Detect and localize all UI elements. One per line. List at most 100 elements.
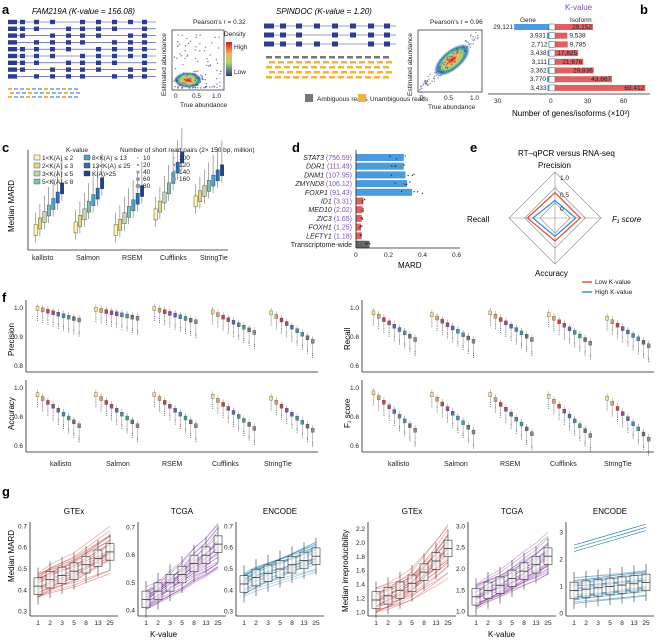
outlier: [447, 421, 448, 423]
panel-g-ytick: 3.0: [456, 523, 465, 530]
box: [504, 407, 508, 412]
box: [51, 404, 55, 409]
scatter-point: [433, 80, 436, 83]
scatter-point: [427, 84, 429, 86]
exon: [20, 67, 25, 72]
outlier: [291, 336, 293, 338]
mard-point: [391, 165, 393, 167]
outlier: [563, 338, 565, 340]
panel-g-xtick: 13: [532, 620, 540, 627]
panel-g-xtick: 13: [202, 620, 210, 627]
outlier: [52, 415, 54, 417]
outlier: [606, 405, 608, 407]
exon: [34, 60, 39, 65]
mard-bar: [356, 180, 408, 188]
outlier: [68, 428, 70, 430]
box: [305, 335, 310, 340]
exon: [66, 47, 71, 52]
mard-point: [403, 164, 405, 166]
panel-g-xtick: 8: [522, 620, 526, 627]
outlier: [57, 327, 59, 329]
exon: [34, 19, 39, 25]
gene-label: FOXP1 (91.43): [305, 190, 352, 197]
exon: [350, 23, 356, 29]
mard-point: [360, 235, 362, 237]
outlier: [378, 324, 380, 326]
scatter-point: [440, 70, 442, 73]
outlier: [548, 405, 550, 407]
outlier: [105, 412, 107, 414]
outlier: [414, 441, 416, 443]
panel-g-ytick: 0.3: [18, 609, 27, 616]
exon: [368, 32, 374, 38]
scatter-right-annotation: Pearson's r = 0.96: [430, 19, 483, 26]
box: [153, 208, 158, 221]
legend-swatch-unambiguous: [358, 94, 366, 102]
read-mark: [275, 76, 281, 79]
outlier: [291, 427, 293, 429]
outlier: [515, 343, 517, 345]
outlier: [457, 345, 459, 347]
outlier: [174, 419, 176, 421]
read-mark: [311, 66, 317, 69]
box: [163, 309, 167, 314]
box: [408, 423, 412, 428]
outlier: [222, 412, 224, 414]
mard-point: [407, 174, 409, 177]
box: [178, 411, 182, 417]
outlier: [393, 421, 395, 423]
outlier: [526, 443, 528, 445]
isoform-value-label: 21,676: [562, 59, 582, 66]
outlier: [126, 330, 128, 332]
exon: [350, 32, 356, 38]
outlier: [569, 342, 570, 344]
outlier: [195, 439, 197, 441]
outlier: [378, 407, 380, 409]
mard-point: [413, 190, 415, 193]
scatter-right-ylabel: Estimated abundance: [407, 33, 414, 96]
outlier: [222, 325, 224, 327]
outlier: [414, 351, 416, 353]
exon: [264, 32, 274, 38]
box: [202, 185, 207, 197]
mard-point: [400, 190, 403, 193]
outlier: [179, 328, 181, 330]
scatter-point: [477, 36, 479, 39]
scatter-point: [174, 79, 177, 81]
read-mark: [44, 88, 48, 90]
read-mark: [50, 96, 54, 98]
panel-g-ytick: 1: [559, 583, 563, 590]
scatter-left-xlabel: True abundance: [180, 102, 227, 109]
panel-g-xtick: 25: [544, 620, 552, 627]
exon: [66, 67, 71, 72]
outlier: [185, 330, 186, 332]
box: [274, 314, 278, 319]
scatter-point: [201, 76, 203, 79]
box: [135, 193, 140, 205]
outlier: [116, 419, 118, 421]
scatter-point: [174, 86, 176, 88]
outlier: [73, 329, 75, 331]
box: [77, 317, 81, 323]
outlier: [431, 402, 433, 404]
exon: [112, 26, 117, 31]
outlier: [505, 418, 507, 420]
scatter-point: [219, 73, 221, 75]
gene-label: ID1 (3.31): [321, 199, 352, 206]
scatter-point: [422, 84, 424, 86]
exon: [142, 40, 147, 45]
outlier: [617, 337, 618, 339]
panel-d-xtick-1: 0.2: [384, 252, 393, 259]
outlier: [574, 346, 576, 348]
scatter-point: [216, 86, 218, 89]
outlier: [467, 349, 469, 350]
outlier: [378, 405, 380, 407]
outlier: [307, 348, 308, 350]
box: [547, 312, 551, 317]
outlier: [558, 416, 560, 418]
outlier: [495, 407, 496, 409]
panel-g-dataset-title: ENCODE: [263, 507, 297, 516]
read-mark: [284, 66, 290, 69]
kvalue-box: [548, 32, 556, 39]
isoform-bar: [555, 67, 594, 74]
